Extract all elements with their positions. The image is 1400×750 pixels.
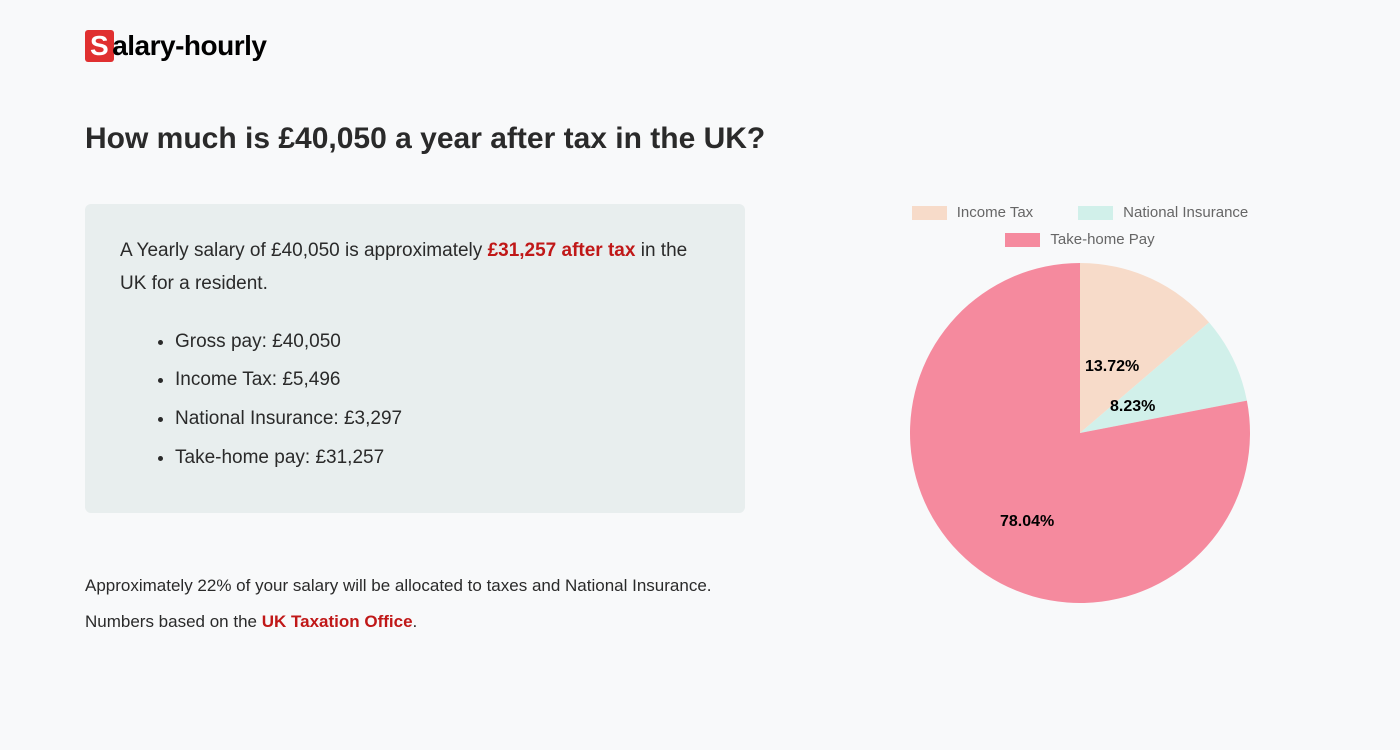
list-item: National Insurance: £3,297	[175, 400, 710, 439]
pie-chart: 13.72% 8.23% 78.04%	[910, 263, 1250, 603]
list-item: Take-home pay: £31,257	[175, 439, 710, 478]
legend-item: Income Tax	[912, 204, 1033, 221]
summary-pre: A Yearly salary of £40,050 is approximat…	[120, 240, 488, 261]
legend-swatch	[1005, 233, 1040, 247]
legend-item: National Insurance	[1078, 204, 1248, 221]
bullet-list: Gross pay: £40,050 Income Tax: £5,496 Na…	[120, 323, 710, 479]
pie-label: 78.04%	[1000, 513, 1054, 531]
uk-taxation-link[interactable]: UK Taxation Office	[262, 612, 413, 631]
legend-label: Income Tax	[957, 204, 1033, 221]
pie-label: 8.23%	[1110, 398, 1155, 416]
footnote-line1: Approximately 22% of your salary will be…	[85, 576, 712, 595]
summary-text: A Yearly salary of £40,050 is approximat…	[120, 234, 710, 301]
footnote-line2-post: .	[413, 612, 418, 631]
legend-label: National Insurance	[1123, 204, 1248, 221]
legend-item: Take-home Pay	[1005, 231, 1154, 248]
logo-s-box: S	[85, 30, 114, 62]
content-row: A Yearly salary of £40,050 is approximat…	[85, 204, 1315, 640]
legend-label: Take-home Pay	[1050, 231, 1154, 248]
summary-box: A Yearly salary of £40,050 is approximat…	[85, 204, 745, 513]
site-logo: Salary-hourly	[85, 30, 1315, 62]
page-title: How much is £40,050 a year after tax in …	[85, 122, 1315, 156]
summary-highlight: £31,257 after tax	[488, 240, 636, 261]
pie-svg	[910, 263, 1250, 603]
chart-legend: Income Tax National Insurance Take-home …	[865, 204, 1295, 248]
left-column: A Yearly salary of £40,050 is approximat…	[85, 204, 745, 640]
legend-swatch	[1078, 206, 1113, 220]
list-item: Gross pay: £40,050	[175, 323, 710, 362]
footnote-line2-pre: Numbers based on the	[85, 612, 262, 631]
legend-swatch	[912, 206, 947, 220]
right-column: Income Tax National Insurance Take-home …	[865, 204, 1295, 640]
pie-label: 13.72%	[1085, 358, 1139, 376]
footnote: Approximately 22% of your salary will be…	[85, 568, 745, 639]
logo-rest: alary-hourly	[112, 30, 266, 61]
list-item: Income Tax: £5,496	[175, 361, 710, 400]
